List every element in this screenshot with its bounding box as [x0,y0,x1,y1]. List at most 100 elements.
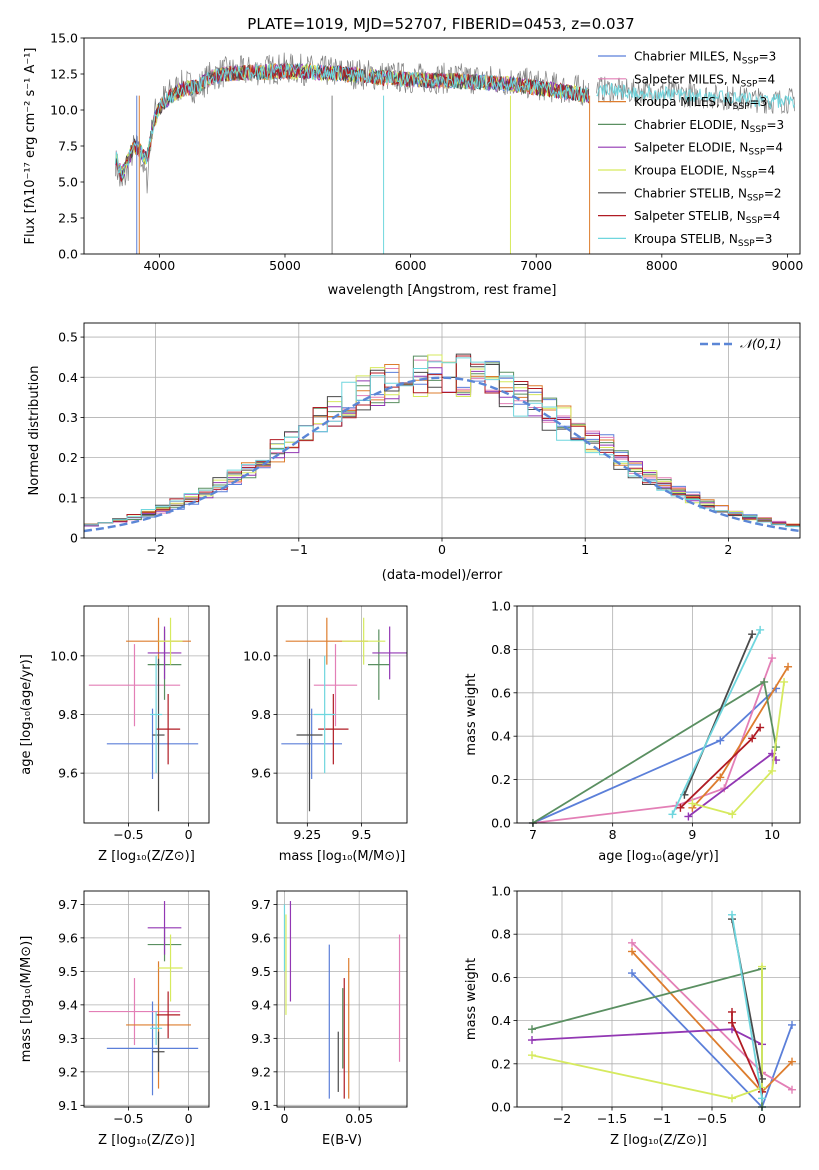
legend-subscript: SSP [741,171,758,181]
y-tick-label: 9.3 [251,1031,271,1046]
weight_vs_Z-plot-area [528,910,796,1111]
y-tick-label: 0.2 [491,1056,511,1071]
y-tick-label: 9.6 [251,766,271,781]
legend-subscript: SSP [742,57,759,67]
model-spectrum-red [596,82,795,110]
y-tick-label: 0.8 [491,927,511,942]
age_vs_mass-panel: 9.25 9.5 9.6 9.8 10.0 mass [log₁₀(M/M⊙)] [243,605,408,864]
x-tick-label: 0 [438,542,446,557]
y-tick-label: 9.1 [251,1098,271,1113]
y-tick-label: 9.4 [251,997,271,1012]
weight-line-kroupa_stelib [731,914,763,1099]
y-tick-label: 9.7 [251,897,271,912]
gaussian-curve [84,376,800,533]
legend-subscript: SSP [741,79,758,89]
x-tick-label: −1 [290,542,308,557]
y-tick-label: 9.5 [251,964,271,979]
y-axis-label: age [log₁₀(age/yr)] [19,654,34,775]
y-tick-label: 10.0 [243,648,271,663]
y-tick-label: 0.0 [491,816,511,831]
axes-frame [83,890,210,1108]
y-axis-label: Flux [fλ10⁻¹⁷ erg cm⁻² s⁻¹ A⁻¹] [23,48,38,245]
mass_vs_Z-panel: −0.5 0 9.1 9.2 9.3 9.4 9.5 9.6 9.7 Z [log₁₀(Z/Z⊙)… [19,890,210,1148]
y-tick-label: 0 [70,531,78,546]
x-tick-label: 0 [280,1111,288,1126]
legend-count: =3 [755,232,773,246]
x-tick-label: 8 [609,827,617,842]
y-tick-label: 9.2 [58,1064,78,1079]
residuals-plot-area [84,353,800,533]
x-tick-label: 0 [185,827,193,842]
y-tick-label: 7.5 [58,139,78,154]
legend-count: =3 [759,50,777,64]
legend-label: Chabrier MILES, NSSP=3 [634,50,776,67]
y-tick-label: 0.0 [58,247,78,262]
legend-subscript: SSP [738,239,755,249]
x-axis-label: age [log₁₀(age/yr)] [598,849,719,864]
weight-line-kroupa_elodie [692,681,785,816]
x-tick-label: 5000 [269,258,301,273]
x-tick-label: 1 [581,542,589,557]
residuals-panel: −2 −1 0 1 2 0 0.1 0.2 0.3 0.4 0.5 (data-model)/erro… [27,322,801,583]
age_vs_Z-plot-area [88,617,199,812]
mass_vs_Z-plot-area [88,901,199,1096]
y-tick-label: 9.1 [58,1098,78,1113]
y-axis-label: Normed distribution [27,366,42,496]
legend-count: =4 [757,164,775,178]
x-tick-label: 9.25 [293,827,321,842]
y-tick-label: 1.0 [491,599,511,614]
weight_vs_age-plot-area [528,625,793,827]
x-axis-label: Z [log₁₀(Z/Z⊙)] [98,1133,195,1148]
axes-frame [276,890,408,1108]
y-tick-label: 9.6 [251,930,271,945]
legend-count: =2 [764,186,782,200]
legend-subscript: SSP [733,102,750,112]
x-tick-label: 4000 [143,258,175,273]
x-tick-label: −2 [553,1111,571,1126]
y-tick-label: 9.8 [251,707,271,722]
weight-line-salpeter_elodie [687,752,777,818]
x-tick-label: 9000 [772,258,804,273]
y-tick-label: 9.4 [58,997,78,1012]
x-tick-label: 9.5 [352,827,372,842]
y-tick-label: 9.5 [58,964,78,979]
legend-label: Salpeter ELODIE, NSSP=4 [634,141,783,158]
histogram-kroupa_stelib [84,357,800,529]
x-tick-label: 10 [764,827,780,842]
x-tick-label: 7000 [520,258,552,273]
x-tick-label: −1 [653,1111,671,1126]
y-tick-label: 0.2 [58,450,78,465]
y-tick-label: 15.0 [50,31,78,46]
x-tick-label: −1.5 [597,1111,627,1126]
legend-label: Salpeter MILES, NSSP=4 [634,72,775,89]
y-tick-label: 5.0 [58,175,78,190]
observed-spectrum-red [596,76,796,115]
legend-subscript: SSP [746,216,763,226]
y-tick-label: 0.0 [491,1100,511,1115]
x-tick-label: −0.5 [113,827,143,842]
legend-label: Chabrier ELODIE, NSSP=3 [634,118,784,135]
y-tick-label: 1.0 [491,884,511,899]
weight-line-chabrier_stelib [683,633,754,796]
y-tick-label: 9.8 [58,707,78,722]
x-axis-label: mass [log₁₀(M/M⊙)] [279,849,406,864]
x-tick-label: 6000 [395,258,427,273]
mass_vs_ebv-panel: 0 0.05 9.1 9.2 9.3 9.4 9.5 9.6 9.7 E(B-V) [251,890,408,1148]
y-tick-label: 0.5 [58,330,78,345]
y-tick-label: 0.1 [58,490,78,505]
x-axis-label: wavelength [Angstrom, rest frame] [328,283,557,298]
x-tick-label: −2 [146,542,164,557]
y-tick-label: 0.4 [491,729,511,744]
age_vs_Z-panel: −0.5 0 9.6 9.8 10.0 Z [log₁₀(Z/Z⊙)] age [log₁₀… [19,605,210,864]
y-tick-label: 9.7 [58,897,78,912]
x-tick-label: −0.5 [113,1111,143,1126]
y-tick-label: 0.4 [58,370,78,385]
x-tick-label: 2 [724,542,732,557]
weight_vs_age-panel: 7 8 9 10 0.0 0.2 0.4 0.6 0.8 1.0 age [log₁₀(age/yr… [464,599,801,864]
legend-count: =3 [750,95,768,109]
x-axis-label: Z [log₁₀(Z/Z⊙)] [610,1133,707,1148]
x-tick-label: −0.5 [697,1111,727,1126]
legend-label: Kroupa STELIB, NSSP=3 [634,232,772,249]
age_vs_mass-plot-area [281,617,407,812]
